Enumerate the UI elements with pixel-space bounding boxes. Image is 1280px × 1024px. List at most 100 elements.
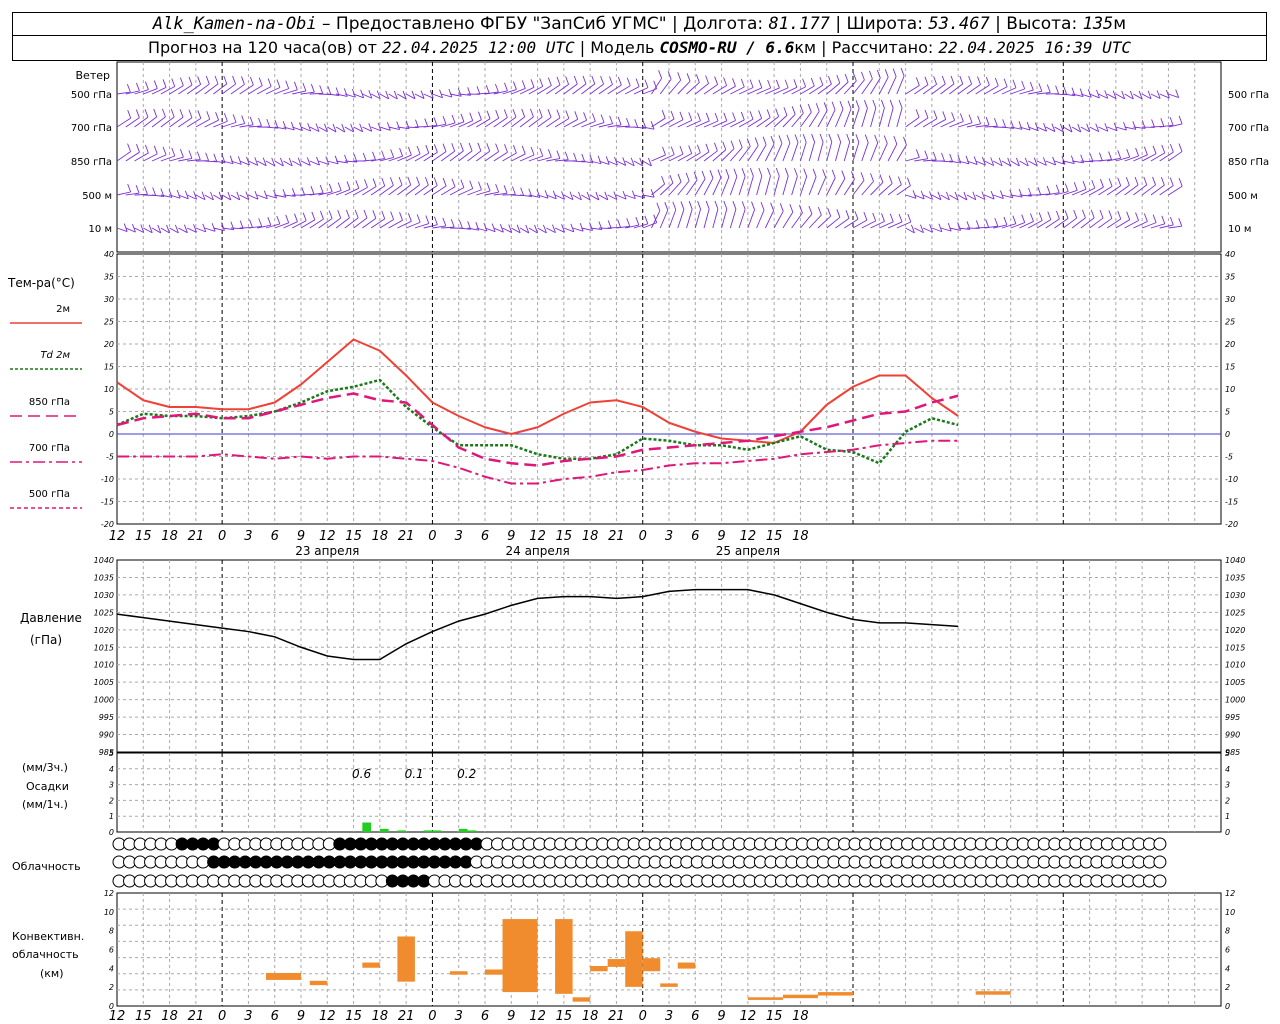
wind-barb (1106, 185, 1121, 196)
wind-barb (984, 85, 999, 95)
time-tick-bottom: 6 (691, 1009, 699, 1024)
wind-barb-feather (311, 211, 316, 220)
wind-barb-feather (600, 75, 605, 85)
wind-barb (957, 194, 968, 201)
wind-barb (677, 153, 692, 162)
wind-barb-feather (1012, 215, 1017, 224)
wind-barb (984, 125, 998, 128)
wind-barb (467, 119, 482, 128)
wind-barb-feather (605, 156, 610, 165)
wind-barb (476, 227, 488, 232)
wind-barb (458, 227, 471, 230)
wind-barb (721, 176, 730, 196)
wind-barb-feather (614, 156, 618, 166)
wind-barb (914, 117, 929, 128)
wind-barb-feather (1082, 181, 1087, 190)
wind-barb-feather (179, 77, 184, 86)
wind-barb-feather (679, 145, 684, 155)
wind-barb (1089, 126, 1099, 133)
precip-tick-left: 2 (109, 796, 114, 805)
wind-barb (878, 143, 888, 162)
precip-tick-left: 1 (109, 812, 114, 821)
time-tick-bottom: 21 (608, 1009, 625, 1024)
wind-barb (791, 176, 798, 196)
wind-barb-feather (754, 137, 759, 146)
time-tick-mid: 3 (244, 529, 252, 544)
wind-barb-feather (779, 203, 784, 212)
wind-barb-feather (469, 180, 474, 189)
wind-barb-feather (556, 76, 561, 86)
wind-barb-feather (381, 177, 386, 187)
wind-barb (616, 194, 627, 200)
temp-series-1 (116, 378, 959, 465)
wind-barb-feather (542, 224, 547, 234)
wind-barb-feather (617, 219, 621, 228)
wind-barb (922, 194, 933, 200)
time-tick-mid: 6 (481, 529, 489, 544)
wind-barb-feather (1178, 178, 1183, 187)
wind-barb (1141, 222, 1157, 229)
time-tick-bottom: 9 (507, 1009, 515, 1024)
wind-barb (405, 93, 416, 100)
wind-barb-feather (420, 90, 425, 99)
wind-barb-feather (346, 181, 351, 190)
wind-barb-feather (630, 157, 635, 166)
wind-barb (379, 156, 394, 162)
wind-barb (248, 160, 258, 166)
wind-barb-feather (241, 115, 246, 124)
wind-barb (116, 151, 131, 162)
wind-barb (318, 218, 333, 229)
wind-barb (116, 117, 131, 128)
wind-barb (335, 126, 345, 133)
wind-barb (625, 194, 636, 200)
wind-barb-feather (144, 108, 149, 118)
wind-barb (187, 159, 201, 162)
wind-barb (598, 123, 613, 128)
wind-barb (467, 189, 482, 196)
wind-barb (440, 186, 456, 196)
forecast-label: Прогноз на 120 часа(ов) от (147, 38, 382, 57)
wind-barb-feather (897, 176, 902, 185)
wind-barb (160, 86, 175, 95)
wind-barb-feather (1018, 188, 1023, 198)
wind-barb-feather (381, 210, 386, 219)
wind-barb (230, 160, 242, 165)
temp-tick-right: 20 (1225, 340, 1235, 349)
wind-barb (852, 79, 865, 95)
wind-barb (344, 93, 356, 98)
wind-barb-feather (1175, 89, 1180, 98)
time-tick-mid: 18 (161, 529, 178, 544)
wind-barb-feather (1156, 90, 1161, 99)
wind-barb-feather (784, 167, 789, 177)
wind-barb-feather (368, 90, 373, 99)
wind-barb (1010, 222, 1025, 229)
wind-barb-feather (561, 191, 565, 200)
wind-barb-feather (1046, 185, 1051, 195)
wind-barb-feather (350, 123, 355, 133)
wind-level-left: 850 гПа (71, 157, 112, 168)
wind-barb-feather (644, 79, 649, 88)
wind-barb-feather (1169, 116, 1174, 126)
wind-barb-feather (153, 108, 158, 118)
wind-barb (379, 184, 394, 196)
wind-barb (642, 160, 652, 167)
wind-barb-feather (595, 191, 600, 201)
altitude-label: | Высота: (989, 14, 1083, 34)
wind-barb (817, 110, 828, 128)
wind-barb (423, 224, 438, 229)
wind-barb-feather (723, 112, 728, 121)
wind-barb-feather (1059, 123, 1064, 132)
temp-tick-right: -5 (1225, 453, 1233, 462)
wind-barb-feather (328, 210, 333, 219)
altitude: 135 (1082, 14, 1114, 34)
wind-barb-feather (841, 170, 846, 179)
temp-tick-left: -5 (106, 453, 114, 462)
conv-bar (485, 969, 503, 975)
wind-barb (896, 185, 911, 196)
wind-barb-feather (301, 187, 306, 196)
wind-barb (931, 119, 946, 128)
wind-barb-feather (254, 191, 259, 200)
wind-barb (248, 125, 262, 128)
wind-barb-feather (1169, 216, 1174, 226)
wind-barb-feather (911, 224, 915, 233)
